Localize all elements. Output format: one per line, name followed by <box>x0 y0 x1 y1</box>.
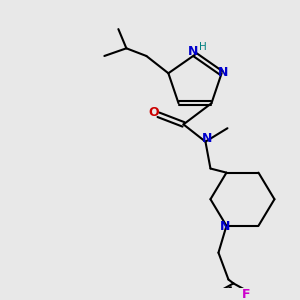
Text: N: N <box>188 45 198 58</box>
Text: N: N <box>202 132 213 145</box>
Text: F: F <box>242 288 250 300</box>
Text: H: H <box>199 42 207 52</box>
Text: N: N <box>220 220 231 233</box>
Text: N: N <box>218 66 228 79</box>
Text: O: O <box>148 106 159 119</box>
